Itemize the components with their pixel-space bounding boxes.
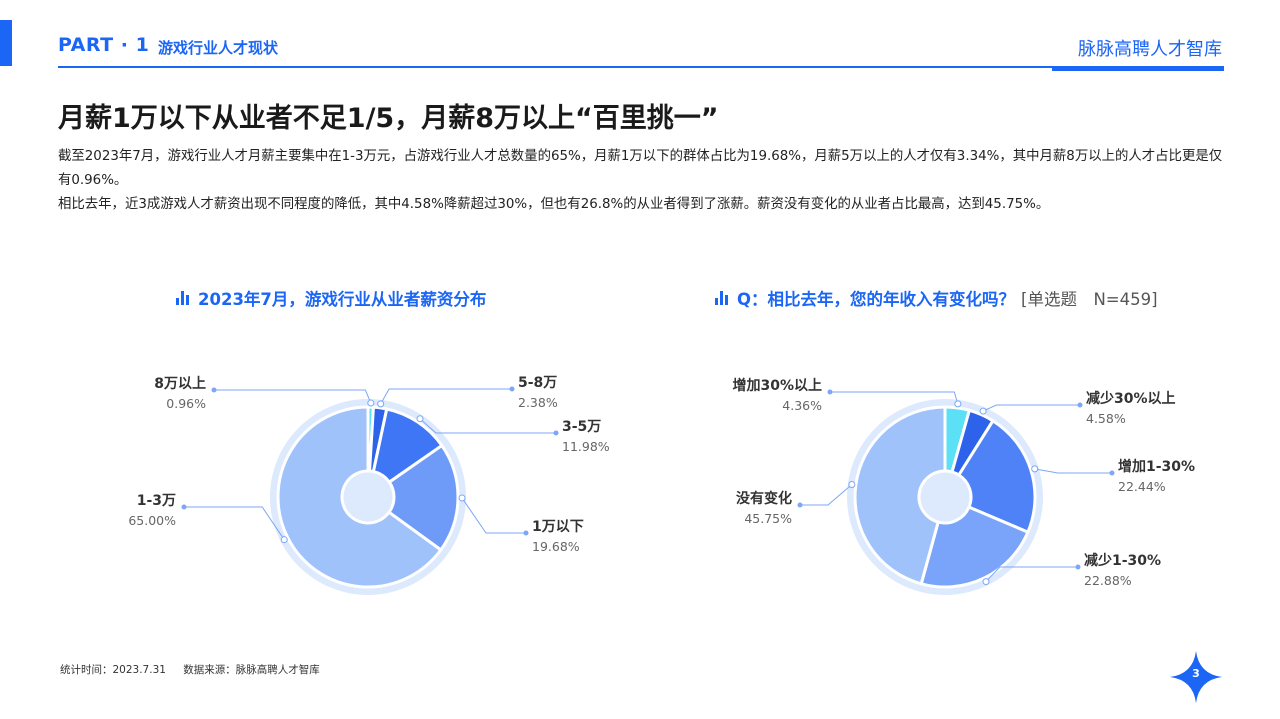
- leader-line: [184, 506, 285, 540]
- description-paragraph-1: 截至2023年7月，游戏行业人才月薪主要集中在1-3万元，占游戏行业人才总数量的…: [58, 149, 1223, 188]
- leader-line: [982, 404, 1080, 412]
- leader-end-dot: [827, 389, 833, 395]
- slice-value-label: 22.44%: [1118, 479, 1166, 494]
- leader-anchor-dot: [982, 578, 990, 586]
- leader-line: [985, 566, 1078, 582]
- leader-line: [800, 484, 853, 506]
- leader-end-dot: [509, 386, 515, 392]
- slice-value-label: 11.98%: [562, 439, 610, 454]
- leader-line: [1034, 468, 1112, 474]
- slice-label: 3-5万: [562, 419, 601, 435]
- leader-line: [461, 497, 526, 534]
- left-accent-bar: [0, 20, 12, 66]
- leader-end-dot: [1077, 402, 1083, 408]
- pie-slice-5: [276, 405, 443, 589]
- leader-line: [419, 418, 556, 434]
- leader-line: [380, 388, 512, 405]
- leader-end-dot: [181, 504, 187, 510]
- leader-anchor-dot: [377, 400, 385, 408]
- leader-anchor-dot: [416, 415, 424, 423]
- slice-value-label: 65.00%: [128, 513, 176, 528]
- page-number: 3: [1192, 667, 1200, 680]
- leader-anchor-dot: [848, 480, 856, 488]
- chart-title-income-change: Q：相比去年，您的年收入有变化吗？ [单选题 N=459]: [715, 286, 1158, 310]
- chart-title-salary-distribution: 2023年7月，游戏行业从业者薪资分布: [176, 286, 486, 310]
- slice-value-label: 4.58%: [1086, 411, 1126, 426]
- leader-anchor-dot: [458, 494, 466, 502]
- footer-time: 统计时间：2023.7.31: [60, 664, 166, 676]
- leader-end-dot: [797, 502, 803, 508]
- bar-chart-icon: [176, 291, 189, 305]
- slice-label: 增加1-30%: [1118, 458, 1195, 475]
- leader-anchor-dot: [954, 400, 962, 408]
- leader-line: [830, 391, 959, 405]
- chart-title-text: 2023年7月，游戏行业从业者薪资分布: [198, 290, 487, 309]
- brand-underline: [1052, 66, 1224, 71]
- leader-end-dot: [1075, 564, 1081, 570]
- chart-title-note: [单选题 N=459]: [1021, 290, 1158, 309]
- chart-title-text: Q：相比去年，您的年收入有变化吗？: [737, 290, 1016, 309]
- slice-label: 增加30%以上: [732, 377, 822, 394]
- description-paragraph-2: 相比去年，近3成游戏人才薪资出现不同程度的降低，其中4.58%降薪超过30%，但…: [58, 197, 1050, 212]
- slice-label: 8万以上: [154, 376, 206, 392]
- section-part-label: PART · 1: [58, 34, 150, 56]
- leader-anchor-dot: [1031, 465, 1039, 473]
- leader-anchor-dot: [979, 407, 987, 415]
- slice-label: 1万以下: [532, 519, 584, 535]
- leader-end-dot: [1109, 470, 1115, 476]
- leader-end-dot: [553, 430, 559, 436]
- section-title: 游戏行业人才现状: [158, 39, 279, 57]
- leader-line: [214, 389, 372, 404]
- slice-value-label: 19.68%: [532, 539, 580, 554]
- page-title: 月薪1万以下从业者不足1/5，月薪8万以上“百里挑一”: [58, 103, 719, 134]
- slice-label: 减少1-30%: [1084, 552, 1161, 569]
- slice-value-label: 4.36%: [782, 398, 822, 413]
- header-divider: [58, 66, 1224, 68]
- pie-slice-3: [957, 419, 1037, 534]
- description: 截至2023年7月，游戏行业人才月薪主要集中在1-3万元，占游戏行业人才总数量的…: [58, 145, 1228, 217]
- slice-label: 1-3万: [137, 493, 176, 509]
- bar-chart-icon: [715, 291, 728, 305]
- footer: 统计时间：2023.7.31 数据来源：脉脉高聘人才智库: [60, 662, 320, 677]
- leader-end-dot: [523, 530, 529, 536]
- slice-label: 5-8万: [518, 375, 557, 391]
- leader-end-dot: [211, 387, 217, 393]
- slice-value-label: 45.75%: [744, 511, 792, 526]
- brand-name: 脉脉高聘人才智库: [1078, 39, 1222, 60]
- slice-value-label: 2.38%: [518, 395, 558, 410]
- slice-value-label: 22.88%: [1084, 573, 1132, 588]
- slice-value-label: 0.96%: [166, 396, 206, 411]
- star-icon: [1170, 651, 1222, 703]
- slice-label: 减少30%以上: [1086, 390, 1176, 407]
- leader-anchor-dot: [280, 536, 288, 544]
- slice-label: 没有变化: [736, 490, 792, 507]
- footer-source: 数据来源：脉脉高聘人才智库: [183, 664, 320, 676]
- pie-slice-5: [853, 405, 947, 586]
- page-number-badge: 3: [1168, 649, 1224, 705]
- leader-anchor-dot: [367, 399, 375, 407]
